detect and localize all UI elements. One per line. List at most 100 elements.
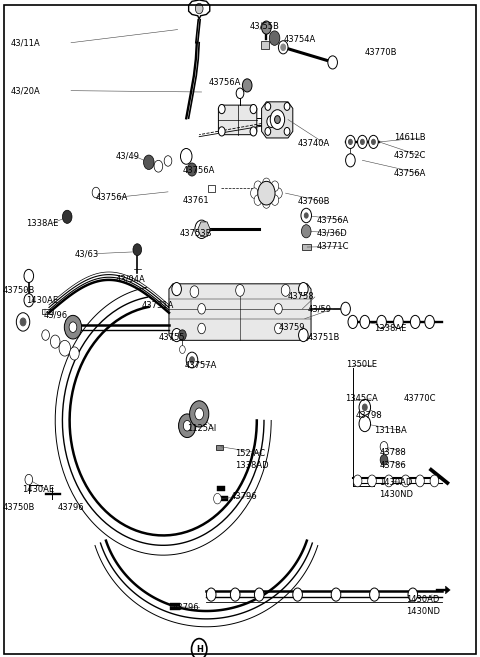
Text: 43756A: 43756A — [96, 193, 128, 202]
Circle shape — [348, 139, 352, 145]
Circle shape — [267, 116, 276, 127]
Text: 1311BA: 1311BA — [374, 426, 407, 435]
Text: 1430AE: 1430AE — [26, 296, 59, 305]
Circle shape — [195, 3, 203, 14]
Text: 43756A: 43756A — [209, 78, 241, 87]
Text: 43761: 43761 — [182, 196, 209, 205]
Text: 43756A: 43756A — [317, 215, 349, 225]
Text: 1345CA: 1345CA — [345, 394, 377, 403]
Circle shape — [425, 315, 434, 328]
Text: 152/AC: 152/AC — [235, 449, 265, 458]
Circle shape — [187, 163, 197, 176]
Polygon shape — [216, 445, 223, 450]
Circle shape — [262, 21, 271, 34]
Circle shape — [284, 102, 290, 110]
Text: 43740A: 43740A — [298, 139, 330, 148]
Text: 1461LB: 1461LB — [394, 133, 425, 143]
Circle shape — [359, 416, 371, 432]
Text: 43796: 43796 — [58, 503, 84, 512]
Circle shape — [271, 181, 279, 191]
Circle shape — [372, 139, 375, 145]
Circle shape — [353, 475, 362, 487]
Circle shape — [258, 181, 275, 205]
Circle shape — [62, 210, 72, 223]
Circle shape — [301, 225, 311, 238]
Polygon shape — [208, 185, 215, 192]
Circle shape — [275, 304, 282, 314]
Circle shape — [42, 330, 49, 340]
Circle shape — [179, 330, 186, 340]
Text: 43751B: 43751B — [307, 333, 339, 342]
Circle shape — [281, 284, 290, 296]
Circle shape — [183, 420, 191, 431]
Text: 43752C: 43752C — [394, 151, 426, 160]
Polygon shape — [302, 244, 311, 250]
Circle shape — [20, 318, 26, 326]
Circle shape — [362, 404, 367, 411]
Circle shape — [180, 346, 185, 353]
Text: 1125AI: 1125AI — [187, 424, 216, 433]
Circle shape — [370, 588, 379, 601]
Circle shape — [360, 139, 364, 145]
Circle shape — [242, 79, 252, 92]
Text: 1430ND: 1430ND — [406, 606, 440, 616]
Circle shape — [271, 195, 279, 206]
Circle shape — [408, 588, 418, 601]
Circle shape — [384, 475, 393, 487]
Text: 1430AD: 1430AD — [406, 595, 439, 604]
Text: 1338AE: 1338AE — [374, 324, 407, 333]
Circle shape — [192, 639, 207, 657]
Circle shape — [368, 475, 376, 487]
Circle shape — [186, 352, 198, 368]
Circle shape — [275, 116, 280, 124]
Circle shape — [410, 315, 420, 328]
Polygon shape — [198, 222, 210, 237]
Polygon shape — [170, 603, 180, 610]
Circle shape — [346, 154, 355, 167]
Text: 43750B: 43750B — [2, 286, 35, 295]
Text: 43/96: 43/96 — [43, 311, 67, 320]
Circle shape — [179, 414, 196, 438]
Text: 43/49: 43/49 — [115, 151, 139, 160]
Text: 1338AD: 1338AD — [235, 461, 269, 470]
Circle shape — [284, 127, 290, 135]
Circle shape — [430, 475, 439, 487]
Circle shape — [281, 44, 286, 51]
Circle shape — [394, 315, 403, 328]
Circle shape — [251, 188, 258, 198]
Circle shape — [275, 188, 282, 198]
Polygon shape — [218, 105, 257, 135]
Circle shape — [380, 455, 388, 465]
Circle shape — [416, 475, 424, 487]
Circle shape — [341, 302, 350, 315]
Text: 43760B: 43760B — [298, 197, 330, 206]
Circle shape — [133, 244, 142, 256]
Circle shape — [70, 347, 79, 360]
Polygon shape — [221, 496, 228, 501]
Polygon shape — [169, 284, 311, 340]
Circle shape — [263, 178, 270, 189]
Circle shape — [331, 588, 341, 601]
Circle shape — [190, 286, 199, 298]
Circle shape — [195, 408, 204, 420]
Text: 43757A: 43757A — [185, 361, 217, 371]
Circle shape — [218, 104, 225, 114]
Circle shape — [69, 322, 77, 332]
Circle shape — [180, 148, 192, 164]
Circle shape — [377, 315, 386, 328]
Text: 43754A: 43754A — [283, 35, 315, 44]
Circle shape — [198, 304, 205, 314]
Circle shape — [254, 588, 264, 601]
Circle shape — [198, 323, 205, 334]
Circle shape — [154, 160, 163, 172]
Polygon shape — [42, 309, 53, 314]
Text: 1430ND: 1430ND — [379, 489, 413, 499]
Text: 43750B: 43750B — [2, 503, 35, 512]
Circle shape — [265, 102, 271, 110]
Text: 43/36D: 43/36D — [317, 229, 348, 238]
Circle shape — [359, 399, 371, 415]
Circle shape — [190, 401, 209, 427]
Circle shape — [265, 127, 271, 135]
Circle shape — [380, 442, 388, 452]
Circle shape — [250, 127, 257, 136]
